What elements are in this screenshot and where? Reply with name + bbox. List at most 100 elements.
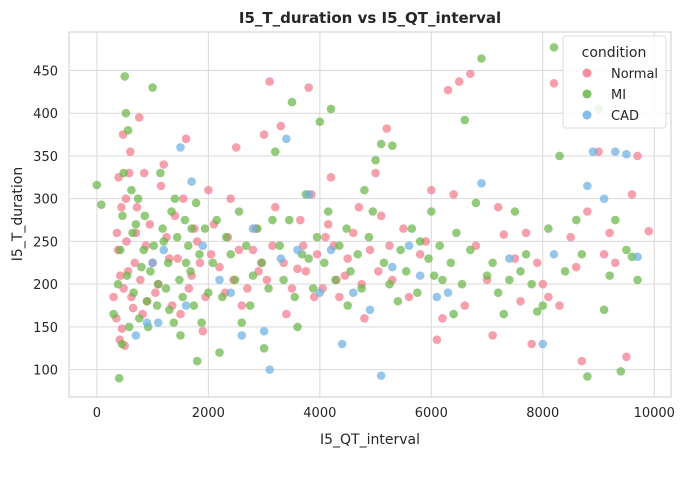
data-point — [376, 139, 386, 149]
data-point — [471, 198, 481, 208]
data-point — [301, 267, 311, 276]
data-point — [287, 284, 297, 293]
data-point — [153, 318, 163, 327]
data-point — [178, 292, 188, 302]
data-point — [549, 78, 559, 88]
data-point — [156, 181, 166, 191]
data-point — [544, 292, 553, 302]
data-point — [293, 245, 302, 255]
data-point — [449, 190, 458, 199]
data-point — [544, 224, 553, 233]
y-tick-label: 250 — [33, 235, 58, 250]
legend-marker — [582, 68, 592, 78]
data-point — [117, 324, 127, 333]
data-point — [319, 258, 329, 268]
data-point — [396, 245, 405, 255]
data-point — [538, 279, 548, 289]
data-point — [97, 200, 106, 209]
data-point — [221, 232, 231, 242]
data-point — [477, 54, 486, 63]
data-point — [176, 143, 185, 152]
data-point — [265, 365, 274, 374]
data-point — [195, 249, 204, 259]
data-point — [326, 245, 336, 255]
y-tick-label: 300 — [33, 193, 58, 208]
data-point — [532, 307, 542, 316]
data-point — [644, 226, 654, 236]
data-point — [204, 185, 213, 195]
data-point — [365, 305, 375, 315]
data-point — [354, 202, 364, 212]
data-point — [454, 77, 464, 86]
y-tick-label: 200 — [33, 278, 58, 293]
data-point — [148, 258, 157, 268]
data-point — [571, 215, 581, 225]
data-point — [435, 241, 444, 251]
data-point — [622, 352, 631, 362]
legend-box — [562, 35, 667, 129]
data-point — [134, 113, 144, 122]
data-point — [312, 249, 322, 259]
data-point — [128, 303, 138, 313]
data-point — [187, 177, 196, 186]
data-point — [276, 254, 286, 263]
data-point — [183, 241, 193, 251]
data-point — [170, 194, 180, 203]
data-point — [610, 147, 620, 156]
y-axis-label: I5_T_duration — [10, 167, 26, 262]
data-point — [212, 215, 222, 225]
data-point — [115, 271, 125, 280]
data-point — [427, 185, 436, 195]
data-point — [493, 202, 503, 212]
data-point — [132, 202, 142, 212]
data-point — [360, 314, 369, 323]
data-point — [151, 288, 160, 298]
data-point — [215, 348, 224, 357]
chart-title: I5_T_duration vs I5_QT_interval — [239, 9, 501, 27]
data-point — [505, 254, 514, 263]
data-point — [583, 207, 592, 216]
legend-items: Normal MI CAD — [582, 67, 658, 124]
data-point — [200, 224, 210, 233]
x-tick-label: 10000 — [634, 406, 675, 421]
data-point — [284, 215, 294, 225]
data-point — [180, 215, 190, 225]
data-point — [119, 168, 128, 178]
data-point — [404, 292, 414, 302]
data-point — [159, 160, 169, 169]
data-point — [149, 241, 159, 251]
data-point — [113, 279, 123, 289]
data-point — [290, 292, 300, 302]
data-point — [424, 254, 433, 263]
data-point — [270, 202, 280, 212]
data-point — [371, 155, 380, 165]
series-cad — [131, 134, 642, 380]
data-point — [616, 367, 626, 376]
data-point — [142, 296, 152, 306]
data-point — [404, 241, 414, 251]
data-point — [112, 228, 122, 238]
data-point — [610, 215, 620, 225]
data-point — [488, 258, 497, 268]
data-point — [226, 288, 235, 298]
data-point — [169, 318, 179, 327]
data-point — [293, 322, 302, 332]
y-tick-label: 450 — [33, 64, 58, 79]
data-point — [429, 271, 439, 280]
data-point — [134, 314, 144, 323]
data-point — [259, 343, 269, 353]
data-point — [371, 168, 380, 178]
data-point — [159, 245, 169, 255]
x-tick-label: 0 — [93, 406, 101, 421]
y-tick-label: 150 — [33, 321, 58, 336]
data-point — [460, 301, 470, 310]
data-point — [605, 271, 614, 280]
data-point — [293, 264, 302, 274]
data-point — [376, 371, 386, 380]
data-point — [633, 151, 642, 161]
data-point — [346, 267, 355, 276]
data-point — [387, 141, 397, 150]
data-point — [599, 305, 609, 315]
data-point — [131, 220, 141, 229]
data-point — [571, 262, 581, 272]
